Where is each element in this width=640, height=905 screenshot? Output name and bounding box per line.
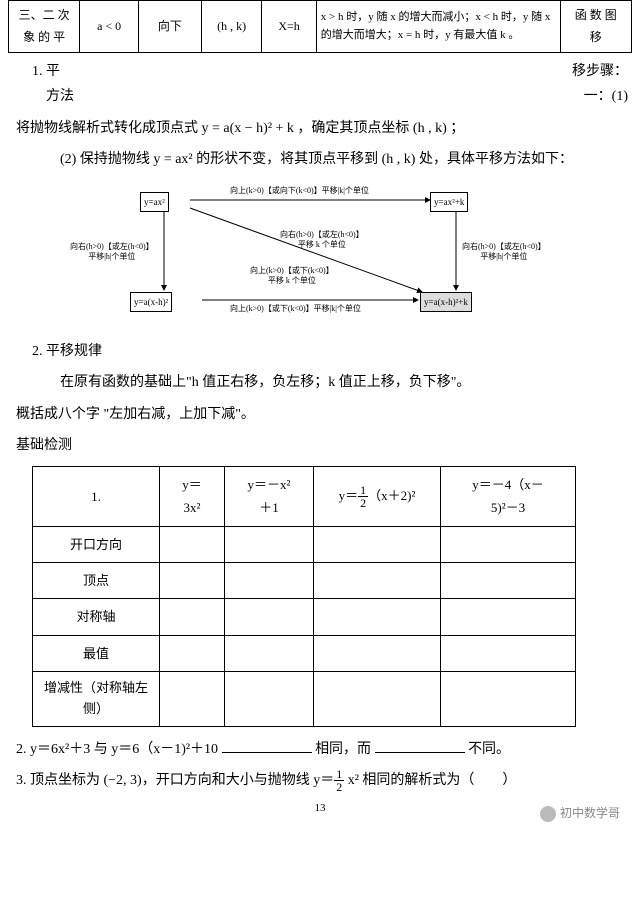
watermark-text: 初中数学哥: [560, 803, 620, 825]
flow-label-diag-b: 平移 k 个单位: [298, 240, 346, 249]
q2-b: 相同，而: [315, 742, 371, 757]
flow-label-top: 向上(k>0)【或向下(k<0)】平移|k|个单位: [230, 186, 369, 196]
check-table: 1. y＝ 3x² y＝－x² ＋1 y＝12（x＋2)² y＝－4（x－ 5)…: [32, 466, 576, 727]
para-summary: 概括成八个字 "左加右减，上加下减"。: [16, 402, 608, 427]
check-r0: 1.: [33, 466, 160, 526]
check-c4b: 5)²－3: [449, 496, 567, 519]
flow-label-diag-a: 向右(h>0)【或左(h<0)】: [280, 230, 364, 239]
cell-sec-a: 三、二 次: [13, 5, 75, 27]
check-row-4: 增减性（对称轴左侧）: [33, 672, 160, 727]
flow-label-bottom: 向上(k>0)【或下(k<0)】平移|k|个单位: [230, 304, 361, 314]
flow-box-2: y=ax²+k: [430, 192, 468, 212]
line1-right: 移步骤：: [572, 59, 628, 84]
flow-label-right-b: 平移|h|个单位: [480, 252, 527, 261]
flow-label-left-a: 向右(h>0)【或左(h<0)】: [70, 242, 154, 251]
wechat-icon: [540, 806, 556, 822]
check-c1a: y＝: [168, 473, 216, 496]
flow-label-left-b: 平移|h|个单位: [88, 252, 135, 261]
flow-label-diag-c: 向上(k>0)【或下(k<0)】: [250, 266, 334, 275]
check-c1b: 3x²: [168, 496, 216, 519]
cell-right-b: 移: [565, 27, 627, 49]
check-c3: y＝: [339, 488, 359, 503]
check-row-3: 最值: [33, 635, 160, 671]
q2-blank2: [375, 738, 465, 753]
line1-left: 1. 平: [12, 59, 60, 84]
check-c3t: （x＋2)²: [368, 488, 415, 503]
q3-a: 3. 顶点坐标为 (−2, 3)，开口方向和大小与抛物线 y＝: [16, 773, 334, 788]
flow-label-diag-d: 平移 k 个单位: [268, 276, 316, 285]
q3-b: x² 相同的解析式为（ ）: [344, 773, 516, 788]
check-c4a: y＝－4（x－: [449, 473, 567, 496]
check-row-0: 开口方向: [33, 526, 160, 562]
q3-frac-d: 2: [334, 781, 344, 793]
cell-a-sign: a < 0: [80, 1, 139, 53]
q2-a: 2. y＝6x²＋3 与 y＝6（x－1)²＋10: [16, 742, 218, 757]
check-c3-den: 2: [358, 497, 368, 509]
flow-label-right-a: 向右(h>0)【或左(h<0)】: [462, 242, 546, 251]
cell-open-dir: 向下: [138, 1, 201, 53]
flow-box-3: y=a(x-h)²: [130, 292, 172, 312]
watermark: 初中数学哥: [540, 803, 620, 825]
cell-sec-b: 象 的 平: [13, 27, 75, 49]
check-c2b: ＋1: [233, 496, 305, 519]
flow-box-4: y=a(x-h)²+k: [420, 292, 472, 312]
check-row-2: 对称轴: [33, 599, 160, 635]
line2-right: 一：(1): [584, 84, 628, 109]
q2-blank1: [222, 738, 312, 753]
line2-left: 方法: [12, 84, 74, 109]
page-number: 13: [8, 799, 632, 819]
top-summary-table: 三、二 次 象 的 平 a < 0 向下 (h , k) X=h x > h 时…: [8, 0, 632, 53]
line3: 将抛物线解析式转化成顶点式 y = a(x − h)² + k ，确定其顶点坐标…: [16, 116, 608, 141]
q2-c: 不同。: [468, 742, 510, 757]
check-c2a: y＝－x²: [233, 473, 305, 496]
cell-vertex: (h , k): [201, 1, 262, 53]
cell-right-a: 函 数 图: [565, 5, 627, 27]
check-row-1: 顶点: [33, 563, 160, 599]
line4: (2) 保持抛物线 y = ax² 的形状不变，将其顶点平移到 (h , k) …: [32, 147, 608, 172]
heading-2: 2. 平移规律: [32, 339, 608, 364]
para-rule: 在原有函数的基础上"h 值正右移，负左移；k 值正上移，负下移"。: [32, 370, 608, 395]
cell-axis: X=h: [262, 1, 316, 53]
flow-diagram: y=ax² y=ax²+k y=a(x-h)² y=a(x-h)²+k 向上(k…: [8, 186, 632, 325]
cell-monotone: x > h 时，y 随 x 的增大而减小；x < h 时，y 随 x 的增大而增…: [316, 1, 560, 53]
heading-check: 基础检测: [16, 433, 608, 458]
flow-box-1: y=ax²: [140, 192, 169, 212]
